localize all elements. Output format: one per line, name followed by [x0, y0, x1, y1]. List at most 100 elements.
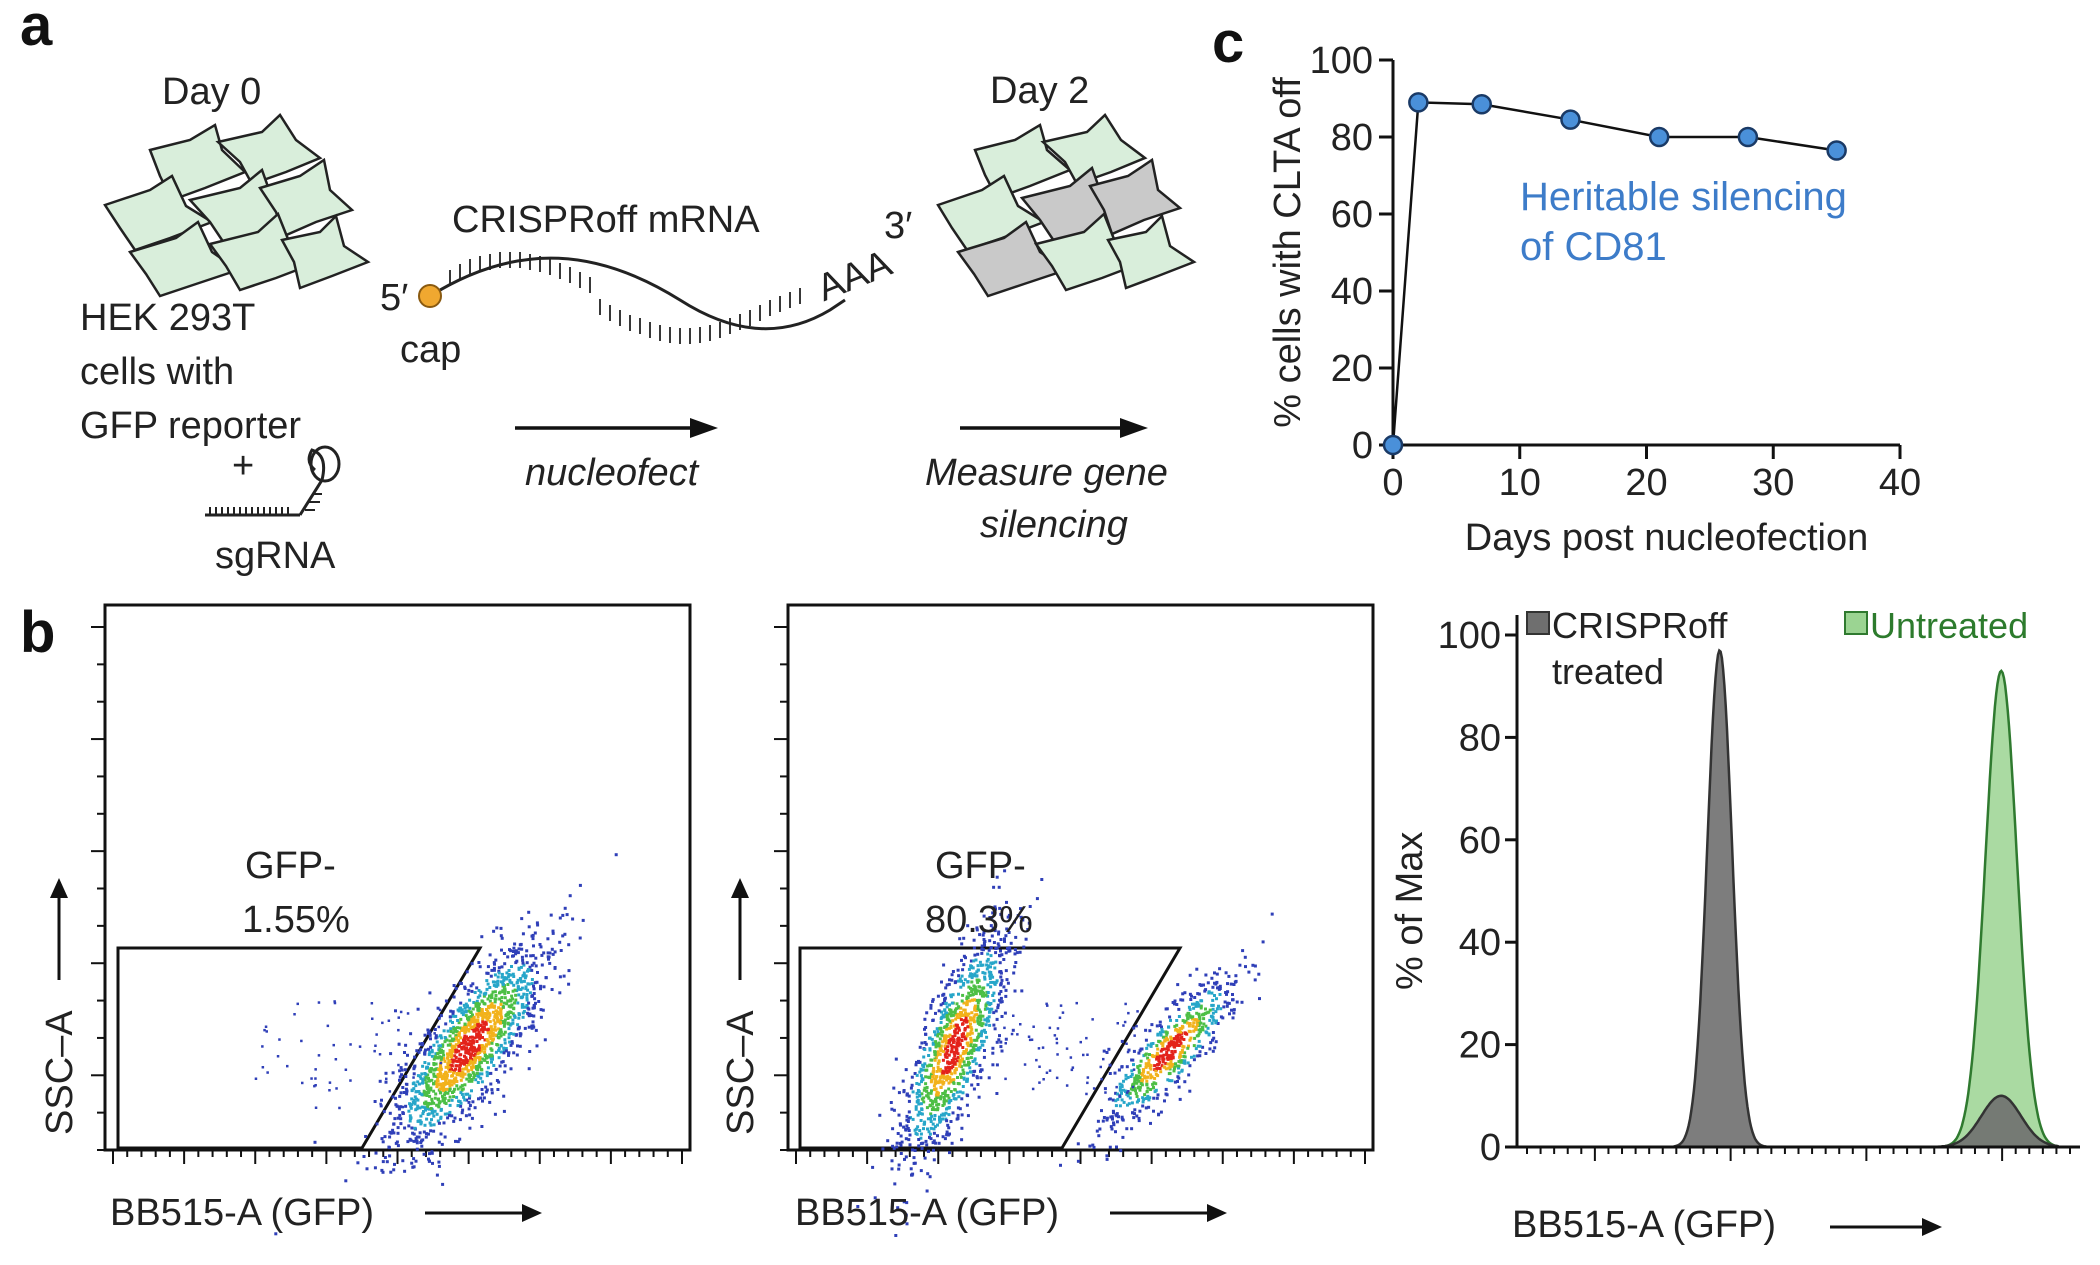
- scatter-point: [470, 1065, 473, 1069]
- scatter-point: [452, 1081, 456, 1085]
- scatter-point: [1186, 1011, 1190, 1015]
- scatter-point: [453, 1054, 457, 1058]
- scatter-point: [956, 1044, 959, 1048]
- scatter-point: [1016, 1033, 1019, 1036]
- scatter-point: [443, 1101, 447, 1105]
- scatter-point: [986, 991, 990, 994]
- scatter-point: [442, 1053, 446, 1057]
- scatter-point: [1092, 1145, 1096, 1149]
- scatter-point: [434, 1092, 438, 1096]
- scatter-point: [936, 1134, 939, 1138]
- scatter-point: [480, 1072, 484, 1076]
- scatter-point: [1113, 1071, 1117, 1075]
- scatter-point: [405, 1092, 409, 1096]
- scatter-point: [975, 970, 979, 974]
- scatter-point: [450, 1044, 454, 1048]
- scatter-point: [1035, 1058, 1038, 1062]
- scatter-point: [481, 1036, 484, 1039]
- scatter-point: [419, 1076, 423, 1080]
- scatter-point: [1004, 1077, 1007, 1081]
- scatter-point: [1118, 1104, 1122, 1108]
- scatter-point: [1132, 1026, 1136, 1030]
- scatter-point: [477, 1030, 481, 1034]
- scatter-point: [424, 1107, 428, 1111]
- scatter-point: [921, 1063, 925, 1067]
- scatter-point: [1165, 1032, 1169, 1036]
- scatter-point: [1188, 1064, 1192, 1068]
- scatter-point: [949, 1099, 953, 1102]
- scatter-point: [438, 1101, 442, 1105]
- scatter-point: [1082, 1053, 1085, 1057]
- scatter-point: [961, 1085, 965, 1088]
- scatter-point: [477, 1044, 481, 1048]
- plot1-y-ticks: [91, 626, 105, 1151]
- scatter-point: [431, 1111, 435, 1115]
- scatter-point: [978, 1063, 982, 1067]
- scatter-point: [947, 1081, 951, 1085]
- scatter-point: [1196, 1044, 1200, 1048]
- scatter-point: [493, 1025, 497, 1029]
- scatter-point: [432, 1062, 436, 1065]
- scatter-point: [480, 1010, 484, 1014]
- scatter-point: [1188, 973, 1192, 977]
- scatter-point: [943, 1053, 947, 1057]
- scatter-point: [313, 1140, 317, 1144]
- scatter-point: [1038, 1081, 1041, 1084]
- scatter-point: [953, 1011, 957, 1015]
- scatter-point: [1014, 935, 1018, 939]
- scatter-point: [1016, 914, 1020, 918]
- scatter-point: [451, 1014, 455, 1018]
- scatter-point: [470, 1079, 474, 1083]
- scatter-point: [508, 1010, 512, 1014]
- scatter-point: [1137, 1074, 1141, 1078]
- scatter-point: [1208, 1008, 1212, 1012]
- scatter-point: [1056, 1027, 1060, 1030]
- scatter-point: [482, 1025, 486, 1029]
- scatter-point: [482, 1096, 486, 1100]
- scatter-point: [530, 1024, 534, 1028]
- scatter-point: [1175, 1040, 1179, 1044]
- scatter-point: [457, 1044, 461, 1048]
- scatter-point: [403, 1169, 407, 1173]
- scatter-point: [1202, 983, 1205, 987]
- scatter-point: [551, 929, 555, 933]
- scatter-point: [459, 1078, 463, 1082]
- scatter-point: [497, 1036, 501, 1040]
- scatter-point: [931, 1106, 935, 1110]
- scatter-point: [1177, 1044, 1181, 1047]
- scatter-point: [962, 1072, 966, 1076]
- scatter-point: [514, 998, 518, 1002]
- scatter-point: [471, 1100, 475, 1104]
- scatter-point: [1137, 1086, 1140, 1090]
- scatter-point: [455, 1095, 459, 1099]
- scatter-point: [1232, 1008, 1236, 1012]
- scatter-point: [991, 975, 995, 979]
- scatter-point: [1114, 1099, 1118, 1103]
- scatter-point: [451, 1060, 455, 1064]
- scatter-point: [380, 1137, 384, 1141]
- scatter-point: [454, 987, 458, 990]
- scatter-point: [448, 1060, 452, 1063]
- scatter-point: [1170, 1050, 1174, 1053]
- scatter-point: [499, 1020, 503, 1024]
- scatter-point: [976, 968, 980, 972]
- scatter-point: [951, 1111, 955, 1115]
- scatter-point: [878, 1113, 882, 1117]
- scatter-point: [961, 1022, 965, 1026]
- scatter-point: [1213, 1046, 1217, 1050]
- scatter-point: [433, 1096, 437, 1100]
- scatter-point: [448, 1051, 452, 1055]
- scatter-point: [401, 1105, 404, 1109]
- scatter-point: [418, 1082, 421, 1086]
- scatter-point: [465, 1050, 469, 1054]
- scatter-point: [1189, 998, 1193, 1001]
- scatter-point: [540, 953, 544, 957]
- scatter-point: [478, 1011, 482, 1015]
- scatter-point: [1180, 1024, 1184, 1028]
- scatter-point: [969, 972, 973, 976]
- scatter-point: [512, 946, 516, 950]
- scatter-point: [423, 1061, 427, 1064]
- scatter-point: [1161, 1035, 1165, 1039]
- scatter-point: [490, 993, 494, 997]
- scatter-point: [434, 1074, 438, 1078]
